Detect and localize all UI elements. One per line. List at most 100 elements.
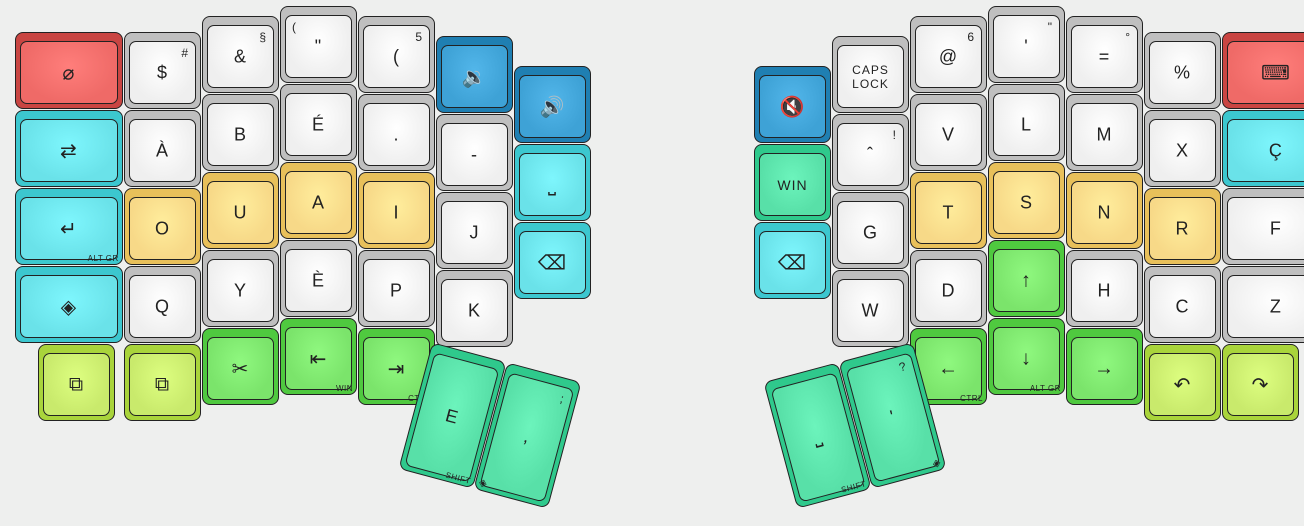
key-l-col4-r0[interactable]: (5 xyxy=(358,16,435,93)
key-l-col2-r1[interactable]: B xyxy=(202,94,279,171)
key-label: " xyxy=(315,36,322,57)
key-r-col2-r4[interactable]: → xyxy=(1066,328,1143,405)
key-l-col6-r1[interactable]: ⎵ xyxy=(514,144,591,221)
key-label: A xyxy=(312,192,325,213)
key-label: CAPS LOCK xyxy=(852,63,889,91)
key-l-col4-r1[interactable]: . xyxy=(358,94,435,171)
key-l-r1-c0[interactable]: ⇄ xyxy=(15,110,123,187)
key-l-col4-r3[interactable]: P xyxy=(358,250,435,327)
key-l-r4-c0[interactable]: ⧉ xyxy=(38,344,115,421)
key-l-col6-r0[interactable]: 🔊 xyxy=(514,66,591,143)
key-r-col5-r2[interactable]: G xyxy=(832,192,909,269)
key-label: 🔊 xyxy=(540,94,566,119)
key-r-col3-r4[interactable]: ↓ALT GR xyxy=(988,318,1065,395)
key-r-col3-r3[interactable]: ↑ xyxy=(988,240,1065,317)
key-label: J xyxy=(470,222,480,243)
key-r-r4-c0[interactable]: ↷ xyxy=(1222,344,1299,421)
key-label: N xyxy=(1098,202,1112,223)
key-label: ⌨ xyxy=(1261,60,1291,85)
key-r-col5-r3[interactable]: W xyxy=(832,270,909,347)
key-r-col4-r3[interactable]: D xyxy=(910,250,987,327)
key-label: → xyxy=(1094,357,1115,380)
key-secondary-label: ; xyxy=(559,391,567,406)
key-label: Z xyxy=(1270,296,1282,317)
key-label: E xyxy=(443,406,461,430)
key-r-col2-r0[interactable]: =° xyxy=(1066,16,1143,93)
key-r-r3-c0[interactable]: ZALT xyxy=(1222,266,1304,343)
key-l-col2-r0[interactable]: &§ xyxy=(202,16,279,93)
key-label: 🔉 xyxy=(462,64,488,89)
key-label: Ç xyxy=(1269,140,1283,161)
key-l-col2-r4[interactable]: ✂ xyxy=(202,328,279,405)
key-l-col3-r2[interactable]: A xyxy=(280,162,357,239)
key-l-r2-c1[interactable]: O xyxy=(124,188,201,265)
key-r-col2-r2[interactable]: N xyxy=(1066,172,1143,249)
key-l-col3-r3[interactable]: È xyxy=(280,240,357,317)
key-label: ✂ xyxy=(232,356,250,381)
key-r-col5-r1[interactable]: ˆ! xyxy=(832,114,909,191)
key-r-col3-r0[interactable]: '" xyxy=(988,6,1065,83)
key-r-r1-c1[interactable]: X xyxy=(1144,110,1221,187)
key-label: ↓ xyxy=(1021,347,1032,370)
key-r-col3-r1[interactable]: L xyxy=(988,84,1065,161)
key-label: À xyxy=(156,140,169,161)
key-r-col2-r1[interactable]: M xyxy=(1066,94,1143,171)
key-r-col6-r2[interactable]: ⌫ xyxy=(754,222,831,299)
key-l-col2-r2[interactable]: U xyxy=(202,172,279,249)
key-label: ↶ xyxy=(1174,372,1192,397)
key-label: D xyxy=(942,280,956,301)
key-r-col6-r0[interactable]: 🔇 xyxy=(754,66,831,143)
key-l-col3-r4[interactable]: ⇤WIN xyxy=(280,318,357,395)
key-l-col5-r2[interactable]: J xyxy=(436,192,513,269)
key-l-r1-c1[interactable]: À xyxy=(124,110,201,187)
key-r-r0-c0[interactable]: ⌨ xyxy=(1222,32,1304,109)
key-l-r0-c1[interactable]: $# xyxy=(124,32,201,109)
key-label: C xyxy=(1176,296,1190,317)
key-label: - xyxy=(471,144,478,165)
key-l-r4-c1[interactable]: ⧉ xyxy=(124,344,201,421)
key-label: ' xyxy=(888,407,898,428)
key-r-col4-r1[interactable]: V xyxy=(910,94,987,171)
key-label: K xyxy=(468,300,481,321)
key-label: H xyxy=(1098,280,1112,301)
key-r-col4-r2[interactable]: T xyxy=(910,172,987,249)
key-l-col6-r2[interactable]: ⌫ xyxy=(514,222,591,299)
key-l-col3-r1[interactable]: É xyxy=(280,84,357,161)
key-r-col4-r0[interactable]: @6 xyxy=(910,16,987,93)
keyboard-layout: ⌀$#⇄À↵ALT GRO◈Q⧉⧉&§BUY✂"(ÉAÈ⇤WIN(5.IP⇥CT… xyxy=(0,0,1304,526)
key-label: G xyxy=(863,222,878,243)
key-label: ← xyxy=(938,357,959,380)
key-l-col5-r3[interactable]: K xyxy=(436,270,513,347)
key-label: P xyxy=(390,280,403,301)
key-l-col5-r0[interactable]: 🔉 xyxy=(436,36,513,113)
key-label: ˆ xyxy=(867,144,874,165)
key-l-r3-c1[interactable]: Q xyxy=(124,266,201,343)
key-l-r3-c0[interactable]: ◈ xyxy=(15,266,123,343)
key-secondary-label: ? xyxy=(897,359,908,375)
key-r-col6-r1[interactable]: WIN xyxy=(754,144,831,221)
key-l-r2-c0[interactable]: ↵ALT GR xyxy=(15,188,123,265)
key-r-r2-c1[interactable]: R xyxy=(1144,188,1221,265)
key-l-r0-c0[interactable]: ⌀ xyxy=(15,32,123,109)
key-label: T xyxy=(943,202,955,223)
key-r-r0-c1[interactable]: % xyxy=(1144,32,1221,109)
key-secondary-label: § xyxy=(259,30,267,44)
key-label: 🔇 xyxy=(780,94,806,119)
key-label: ⇤ xyxy=(310,346,328,371)
key-r-r3-c1[interactable]: C xyxy=(1144,266,1221,343)
key-l-col5-r1[interactable]: - xyxy=(436,114,513,191)
key-r-r4-c1[interactable]: ↶ xyxy=(1144,344,1221,421)
key-l-col3-r0[interactable]: "( xyxy=(280,6,357,83)
key-label: . xyxy=(393,124,399,145)
key-r-r2-c0[interactable]: F xyxy=(1222,188,1304,265)
key-r-col3-r2[interactable]: S xyxy=(988,162,1065,239)
key-r-r1-c0[interactable]: ÇWIN xyxy=(1222,110,1304,187)
key-secondary-label: 5 xyxy=(415,30,423,44)
key-label: ' xyxy=(1024,36,1028,57)
key-r-col5-r0[interactable]: CAPS LOCK xyxy=(832,36,909,113)
key-r-col2-r3[interactable]: H xyxy=(1066,250,1143,327)
key-secondary-label: " xyxy=(1048,20,1053,34)
key-label: ↷ xyxy=(1252,372,1270,397)
key-l-col4-r2[interactable]: I xyxy=(358,172,435,249)
key-l-col2-r3[interactable]: Y xyxy=(202,250,279,327)
